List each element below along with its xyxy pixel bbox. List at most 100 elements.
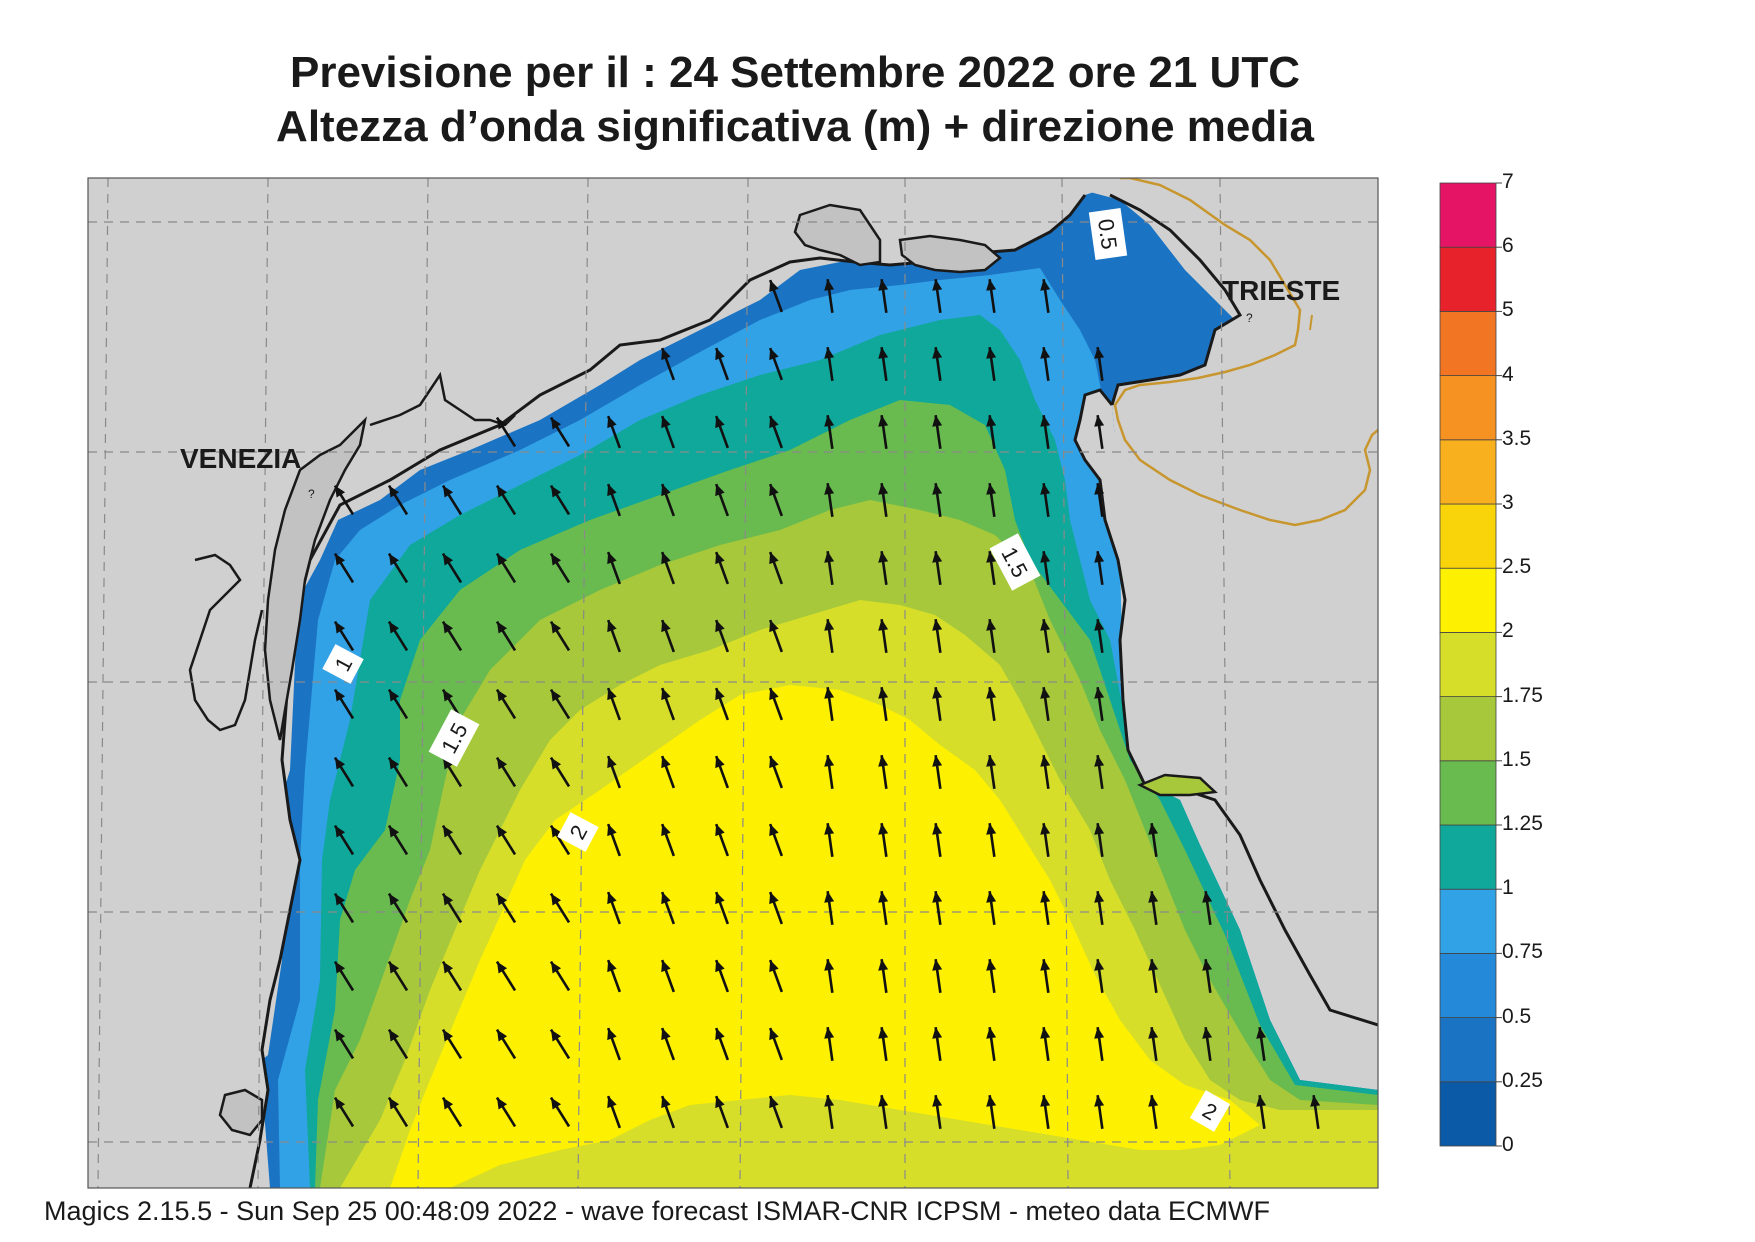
wave-arrow-head: [1094, 891, 1105, 903]
wave-arrow-head: [1040, 415, 1051, 427]
wave-arrow-head: [986, 483, 997, 495]
wave-arrow-head: [661, 960, 671, 973]
wave-arrow-head: [769, 620, 779, 633]
wave-arrow-head: [824, 959, 835, 971]
wave-arrow-head: [986, 1027, 997, 1039]
wave-arrow-head: [769, 484, 779, 497]
colorbar-swatch: [1439, 824, 1497, 890]
wave-arrow-head: [550, 1029, 562, 1042]
wave-arrow-head: [878, 1027, 889, 1039]
colorbar-label: 2: [1502, 619, 1514, 643]
wave-arrow-head: [715, 1028, 725, 1041]
wave-arrow-head: [388, 621, 400, 634]
wave-arrow-head: [607, 892, 617, 905]
wave-arrow-head: [496, 1097, 508, 1110]
wave-arrow-head: [1202, 1027, 1213, 1039]
wave-arrow-head: [715, 620, 725, 633]
lagoon-outline-2: [369, 371, 516, 427]
wave-arrow-head: [824, 891, 835, 903]
wave-arrow-head: [715, 960, 725, 973]
marker-venezia: ?: [308, 487, 315, 501]
wave-arrow-head: [607, 484, 617, 497]
national-border: [1113, 178, 1378, 527]
trieste-coast: [1109, 193, 1243, 406]
wave-arrow-head: [878, 415, 889, 427]
wave-arrow-head: [986, 415, 997, 427]
wave-arrow-head: [550, 893, 562, 906]
venice-lagoon-islands: [263, 416, 368, 741]
wave-arrow-head: [986, 959, 997, 971]
wave-arrow-head: [932, 483, 943, 495]
wave-arrow-head: [878, 891, 889, 903]
wave-arrow-head: [1040, 279, 1051, 291]
wave-arrow-head: [769, 552, 779, 565]
wave-arrow-head: [607, 960, 617, 973]
colorbar-label: 1.25: [1502, 812, 1543, 835]
wave-arrow-head: [1040, 551, 1051, 563]
colorbar-swatch: [1439, 246, 1497, 312]
colorbar-swatch: [1439, 696, 1497, 762]
wave-arrow-head: [824, 279, 835, 291]
wave-arrow-head: [986, 755, 997, 767]
colorbar-swatch: [1439, 632, 1497, 698]
wave-arrow-head: [986, 687, 997, 699]
istria-island: [1136, 773, 1218, 797]
wave-arrow-head: [661, 1028, 671, 1041]
wave-arrow-head: [388, 1029, 400, 1042]
wave-arrow-head: [824, 1095, 835, 1107]
wave-arrow-head: [932, 415, 943, 427]
wave-arrow-head: [496, 1029, 508, 1042]
wave-arrow-head: [1094, 483, 1105, 495]
wave-arrow-head: [334, 757, 346, 770]
wave-arrow-head: [661, 688, 671, 701]
wave-arrow-head: [607, 1028, 617, 1041]
lagoon-outline-1: [188, 553, 264, 732]
wave-arrow-head: [388, 485, 400, 498]
wave-arrow-head: [1040, 959, 1051, 971]
colorbar-swatch: [1439, 1081, 1497, 1147]
wave-arrow-head: [715, 1096, 725, 1109]
wave-arrow-head: [661, 416, 671, 429]
wave-arrow-head: [715, 416, 725, 429]
wave-arrow-head: [334, 689, 346, 702]
wave-arrow-head: [986, 279, 997, 291]
wave-arrow-head: [661, 552, 671, 565]
wave-arrow-head: [878, 687, 889, 699]
wave-arrow-head: [824, 347, 835, 359]
wave-arrow-head: [769, 756, 779, 769]
wave-arrow-head: [769, 416, 779, 429]
wave-arrow-head: [1094, 415, 1105, 427]
trieste-land: [1085, 178, 1378, 590]
colorbar-label: 3.5: [1502, 426, 1532, 450]
wave-arrow-head: [986, 823, 997, 835]
wave-arrow-head: [661, 824, 671, 837]
wave-arrow-head: [1094, 959, 1105, 971]
colorbar-label: 4: [1502, 362, 1514, 386]
grado-lagoon-islands-2: [898, 234, 1002, 274]
wave-arrow-head: [932, 755, 943, 767]
wave-band-2: [390, 685, 1260, 1188]
wave-arrow-head: [878, 279, 889, 291]
wave-arrow-head: [334, 621, 346, 634]
north-land: [88, 178, 1100, 1188]
istria-coast: [1073, 388, 1378, 1027]
wave-arrow-head: [1040, 347, 1051, 359]
wave-arrow-head: [932, 1095, 943, 1107]
contour-label-2-east: 2: [1189, 1090, 1231, 1132]
place-label-venezia: VENEZIA: [180, 443, 301, 474]
wave-arrow-head: [442, 893, 454, 906]
wave-arrow-head: [715, 348, 725, 361]
wave-arrow-head: [932, 347, 943, 359]
colorbar-swatch: [1439, 503, 1497, 569]
wave-arrow-head: [550, 553, 562, 566]
wave-arrow-head: [1094, 823, 1105, 835]
wave-arrow-head: [496, 689, 508, 702]
wave-arrow-head: [334, 825, 346, 838]
wave-direction-arrows: [333, 278, 1321, 1130]
wave-arrow-head: [388, 1097, 400, 1110]
wave-arrow-head: [334, 485, 346, 498]
wave-arrow-head: [824, 823, 835, 835]
wave-arrow-head: [1148, 1027, 1159, 1039]
wave-arrow-head: [932, 1027, 943, 1039]
